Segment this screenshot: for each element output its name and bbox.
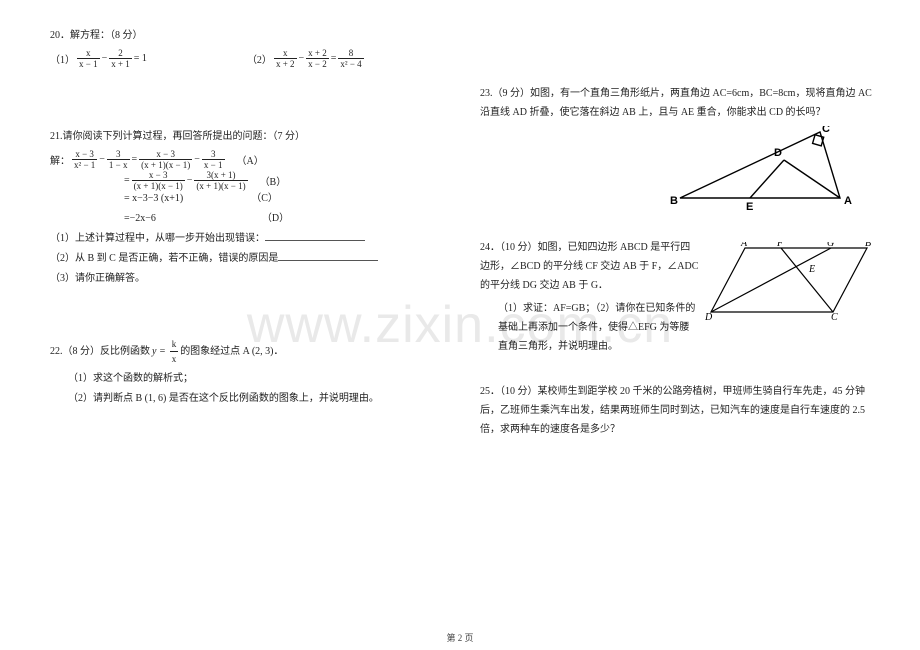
- q24-label-E: E: [808, 264, 815, 275]
- q21A-tag: （A）: [237, 152, 264, 167]
- q21-rowB: = x − 3(x + 1)(x − 1) − 3(x + 1)(x + 1)(…: [124, 170, 430, 191]
- q24-label-G: G: [827, 242, 834, 249]
- q21A-op: −: [99, 154, 105, 165]
- q21A-rf1: x − 3(x + 1)(x − 1): [139, 149, 192, 170]
- q20-p1-op1: −: [102, 53, 108, 64]
- q21-sub3: （3）请你正确解答。: [50, 271, 430, 287]
- q21-sub1-text: （1）上述计算过程中，从哪一步开始出现错误：: [50, 233, 265, 244]
- blank-line: [265, 231, 365, 241]
- blank-line: [278, 251, 378, 261]
- q21D-text: =−2x−6: [124, 211, 156, 227]
- q21A-eq: =: [132, 154, 138, 165]
- q23-label-C: C: [822, 126, 830, 135]
- left-column: 20．解方程：（8 分） （1） xx − 1 − 2x + 1 = 1 （2）…: [0, 0, 460, 650]
- q21-rowD: =−2x−6 （D）: [124, 211, 430, 227]
- q22-titleA: 22.（8 分）反比例函数: [50, 344, 150, 360]
- q21A-lf1: x − 3x² − 1: [72, 149, 97, 170]
- q24-text: 24．（10 分）如图，已知四边形 ABCD 是平行四边形，∠BCD 的平分线 …: [480, 238, 699, 295]
- q20-p2-label: （2）: [247, 51, 272, 66]
- q21-rowC: = x−3−3 (x+1) （C）: [124, 191, 430, 207]
- q21A-lf2: 31 − x: [107, 149, 130, 170]
- q20-p1-f2: 2x + 1: [109, 48, 132, 69]
- q24-label-A: A: [740, 242, 748, 249]
- q20-p1-f1: xx − 1: [77, 48, 100, 69]
- q21B-f1: x − 3(x + 1)(x − 1): [132, 170, 185, 191]
- right-column: 23.（9 分）如图，有一个直角三角形纸片，两直角边 AC=6cm，BC=8cm…: [460, 0, 920, 650]
- q22-sub2: （2）请判断点 B (1, 6) 是否在这个反比例函数的图象上，并说明理由。: [68, 391, 430, 407]
- q21B-f2: 3(x + 1)(x + 1)(x − 1): [194, 170, 247, 191]
- q22-titleB: 的图象经过点 A (2, 3)．: [180, 344, 283, 360]
- q20-p1-eq: = 1: [134, 53, 147, 64]
- q20-p2-op1: −: [299, 53, 305, 64]
- q23-label-E: E: [746, 201, 753, 212]
- q24-figure: A F G B D C E: [705, 242, 880, 352]
- q24-label-F: F: [776, 242, 784, 249]
- q21B-tag: （B）: [260, 173, 287, 188]
- q21A-op2: −: [194, 154, 200, 165]
- q21A-rf2: 3x − 1: [202, 149, 225, 170]
- q24-label-B: B: [865, 242, 871, 249]
- q20-p2-f3: 8x² − 4: [338, 48, 363, 69]
- q23-figure: A B C D E: [670, 126, 880, 212]
- q21D-tag: （D）: [262, 211, 289, 227]
- q24-block: 24．（10 分）如图，已知四边形 ABCD 是平行四边形，∠BCD 的平分线 …: [480, 238, 880, 360]
- q21B-op: −: [187, 175, 193, 186]
- q20-p1-label: （1）: [50, 51, 75, 66]
- q23-label-D: D: [774, 147, 782, 159]
- q21-title: 21.请你阅读下列计算过程，再回答所提出的问题：（7 分）: [50, 129, 430, 145]
- q25-text: 25．（10 分）某校师生到距学校 20 千米的公路旁植树，甲班师生骑自行车先走…: [480, 382, 880, 439]
- q21B-eq: =: [124, 175, 130, 186]
- q22-yeq: y =: [152, 344, 166, 360]
- q22-title: 22.（8 分）反比例函数 y = kx 的图象经过点 A (2, 3)．: [50, 337, 430, 367]
- q21-sub1: （1）上述计算过程中，从哪一步开始出现错误：: [50, 231, 430, 247]
- q21-sub2-text: （2）从 B 到 C 是否正确，若不正确，错误的原因是: [50, 253, 278, 264]
- page: 20．解方程：（8 分） （1） xx − 1 − 2x + 1 = 1 （2）…: [0, 0, 920, 650]
- q21-rowA: 解： x − 3x² − 1 − 31 − x = x − 3(x + 1)(x…: [50, 149, 430, 170]
- q20-title: 20．解方程：（8 分）: [50, 28, 430, 44]
- q21-sol-label: 解：: [50, 152, 70, 167]
- q24-label-C: C: [831, 312, 838, 323]
- q20-p2-f1: xx + 2: [274, 48, 297, 69]
- q22-sub1: （1）求这个函数的解析式；: [68, 371, 430, 387]
- q22-frac: kx: [170, 337, 179, 367]
- q20-p2-eq: =: [331, 53, 337, 64]
- q20-equations: （1） xx − 1 − 2x + 1 = 1 （2） xx + 2 − x +…: [50, 48, 430, 69]
- q20-p2-f2: x + 2x − 2: [306, 48, 329, 69]
- q23-label-B: B: [670, 195, 678, 207]
- q21-sub2: （2）从 B 到 C 是否正确，若不正确，错误的原因是: [50, 251, 430, 267]
- q21C-text: = x−3−3 (x+1): [124, 191, 183, 207]
- q24-label-D: D: [705, 312, 713, 323]
- q23-text: 23.（9 分）如图，有一个直角三角形纸片，两直角边 AC=6cm，BC=8cm…: [480, 84, 880, 122]
- q23-label-A: A: [844, 195, 852, 207]
- q21C-tag: （C）: [251, 191, 278, 207]
- q24-sub1: （1）求证：AF=GB；（2）请你在已知条件的基础上再添加一个条件，使得△EFG…: [498, 299, 699, 356]
